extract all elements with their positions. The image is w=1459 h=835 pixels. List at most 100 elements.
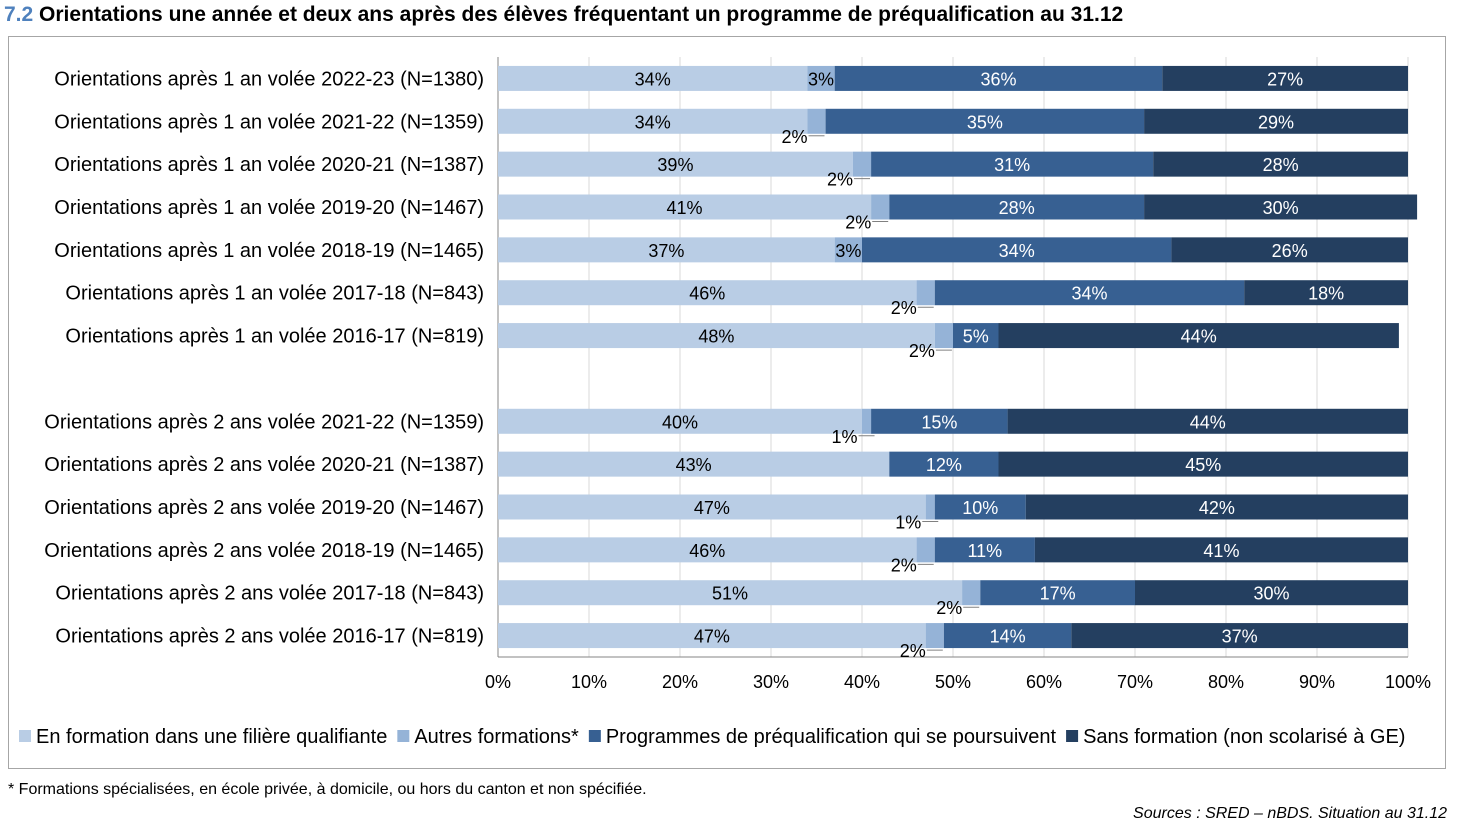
data-label: 47%: [694, 498, 730, 518]
bar-segment: [916, 537, 935, 563]
data-label: 2%: [891, 555, 917, 575]
chart-frame: 0% 10% 20% 30% 40% 50% 60% 70% 80% 90% 100% Orienta…: [8, 36, 1446, 769]
bar-segment: [852, 151, 872, 177]
bar-segment: [934, 494, 1026, 520]
bar-segment: [925, 494, 935, 520]
category-label: Orientations après 2 ans volée 2016-17 (…: [55, 626, 484, 648]
category-label: Orientations après 1 an volée 2020-21 (N…: [54, 154, 484, 176]
data-label: 10%: [962, 498, 998, 518]
legend-swatch: [19, 730, 31, 742]
data-label: 30%: [1263, 198, 1299, 218]
bar-segment: [934, 537, 1035, 563]
data-label: 2%: [936, 598, 962, 618]
bar-segment: [998, 323, 1399, 349]
category-label: Orientations après 1 an volée 2019-20 (N…: [54, 197, 484, 219]
bar-segment: [498, 323, 935, 349]
legend-label: Sans formation (non scolarisé à GE): [1083, 726, 1405, 748]
data-label: 31%: [994, 155, 1030, 175]
bar-segment: [1034, 537, 1408, 563]
title-number: 7.2: [4, 3, 34, 26]
data-label: 2%: [781, 127, 807, 147]
bar-segment: [871, 194, 890, 220]
legend-label: Autres formations*: [414, 726, 579, 748]
data-label: 39%: [657, 155, 693, 175]
bar-segment: [925, 623, 944, 649]
category-label: Orientations après 1 an volée 2021-22 (N…: [54, 111, 484, 133]
bar-segment: [498, 65, 808, 91]
data-label: 18%: [1308, 284, 1344, 304]
bar-segment: [962, 580, 981, 606]
x-tick-label: 80%: [1208, 672, 1244, 692]
category-label: Orientations après 1 an volée 2018-19 (N…: [54, 240, 484, 262]
data-label: 14%: [990, 627, 1026, 647]
bar-segment: [825, 108, 1145, 134]
data-label: 29%: [1258, 112, 1294, 132]
data-label: 34%: [635, 69, 671, 89]
data-label: 47%: [694, 627, 730, 647]
legend-swatch: [588, 730, 601, 742]
bar-segment: [498, 451, 890, 477]
bar-segment: [943, 623, 1072, 649]
data-label: 1%: [832, 427, 858, 447]
data-label: 3%: [835, 241, 861, 261]
bar-segment: [498, 194, 872, 220]
data-label: 41%: [1203, 541, 1239, 561]
bar-segment: [1144, 194, 1418, 220]
data-label: 34%: [635, 112, 671, 132]
bar-segment: [1071, 623, 1408, 649]
title-text: Orientations une année et deux ans après…: [39, 3, 1124, 26]
bar-segment: [807, 108, 826, 134]
x-tick-label: 70%: [1117, 672, 1153, 692]
bar-segment: [1153, 151, 1408, 177]
bar-segment: [498, 623, 926, 649]
data-label: 12%: [926, 455, 962, 475]
x-tick-label: 50%: [935, 672, 971, 692]
category-label: Orientations après 1 an volée 2017-18 (N…: [65, 283, 484, 305]
legend-swatch: [1066, 730, 1079, 742]
data-label: 1%: [895, 513, 921, 533]
bar-segment: [834, 237, 862, 263]
data-label: 46%: [689, 541, 725, 561]
data-label: 45%: [1185, 455, 1221, 475]
data-label: 5%: [963, 327, 989, 347]
data-label: 28%: [999, 198, 1035, 218]
category-label: Orientations après 1 an volée 2016-17 (N…: [65, 326, 484, 348]
data-label: 34%: [1071, 284, 1107, 304]
category-label: Orientations après 2 ans volée 2018-19 (…: [44, 540, 484, 562]
legend-label: Programmes de préqualification qui se po…: [606, 726, 1057, 748]
data-label: 40%: [662, 412, 698, 432]
category-label: Orientations après 2 ans volée 2021-22 (…: [44, 411, 484, 433]
bar-segment: [862, 408, 872, 434]
data-label: 42%: [1199, 498, 1235, 518]
category-label: Orientations après 1 an volée 2022-23 (N…: [54, 68, 484, 90]
bar-segment: [953, 323, 999, 349]
data-label: 28%: [1263, 155, 1299, 175]
x-tick-label: 10%: [571, 672, 607, 692]
bar-segment: [998, 451, 1408, 477]
bar-segment: [807, 65, 835, 91]
stacked-bar-chart: 0% 10% 20% 30% 40% 50% 60% 70% 80% 90% 100% Orienta…: [19, 57, 1431, 748]
bar-segment: [1007, 408, 1408, 434]
bar-segment: [934, 323, 953, 349]
data-label: 35%: [967, 112, 1003, 132]
data-label: 37%: [648, 241, 684, 261]
data-label: 43%: [676, 455, 712, 475]
x-tick-label: 90%: [1299, 672, 1335, 692]
data-label: 46%: [689, 284, 725, 304]
source-note: Sources : SRED – nBDS. Situation au 31.1…: [1133, 805, 1447, 822]
bar-segment: [1025, 494, 1408, 520]
bar-segment: [498, 580, 963, 606]
bar-segment: [1162, 65, 1408, 91]
data-label: 2%: [891, 298, 917, 318]
bar-segment: [1144, 108, 1408, 134]
bar-segment: [934, 280, 1245, 306]
x-tick-label: 40%: [844, 672, 880, 692]
data-label: 36%: [980, 69, 1016, 89]
data-label: 41%: [667, 198, 703, 218]
data-label: 2%: [845, 213, 871, 233]
bar-segment: [1135, 580, 1408, 606]
bar-segment: [1171, 237, 1408, 263]
data-label: 17%: [1040, 584, 1076, 604]
data-label: 2%: [909, 341, 935, 361]
data-label: 48%: [698, 327, 734, 347]
